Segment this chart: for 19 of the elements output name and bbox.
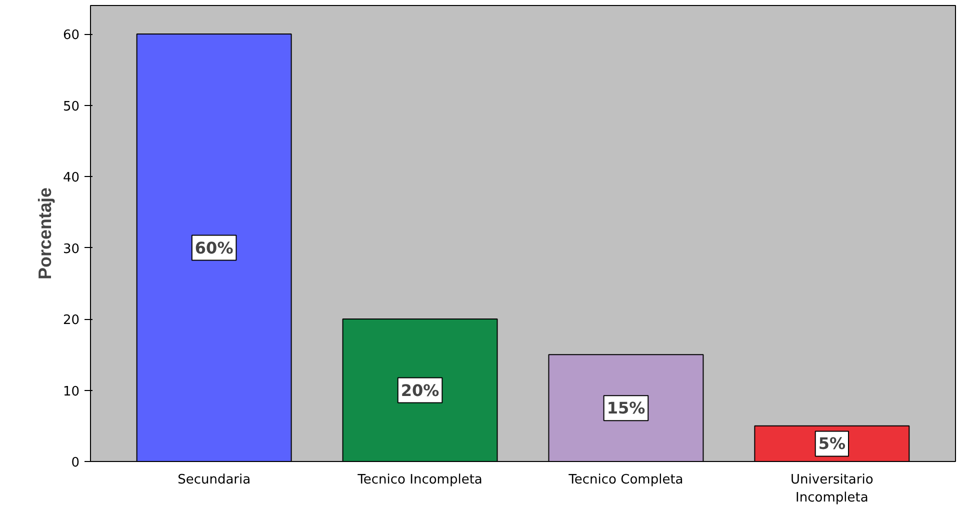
x-tick-label: Tecnico Incompleta [356,472,482,488]
y-axis-title: Porcentaje [34,187,55,280]
x-tick-label: Secundaria [178,472,251,488]
data-label: 15% [606,398,646,418]
bar [342,318,498,462]
y-tick-label: 60 [62,28,80,43]
y-tick-label: 0 [71,456,80,470]
data-label: 20% [400,380,440,400]
x-tick-label: Universitario Incompleta [790,472,874,506]
y-tick-label: 20 [62,313,80,328]
bar [548,354,704,462]
data-label: 60% [194,238,234,258]
y-tick-label: 10 [62,384,80,400]
y-tick-label: 50 [62,99,80,114]
x-tick-label: Tecnico Completa [568,472,684,488]
y-tick-label: 40 [62,170,80,186]
bar [136,34,292,462]
data-label: 5% [818,434,846,454]
y-tick-label: 30 [62,242,80,257]
